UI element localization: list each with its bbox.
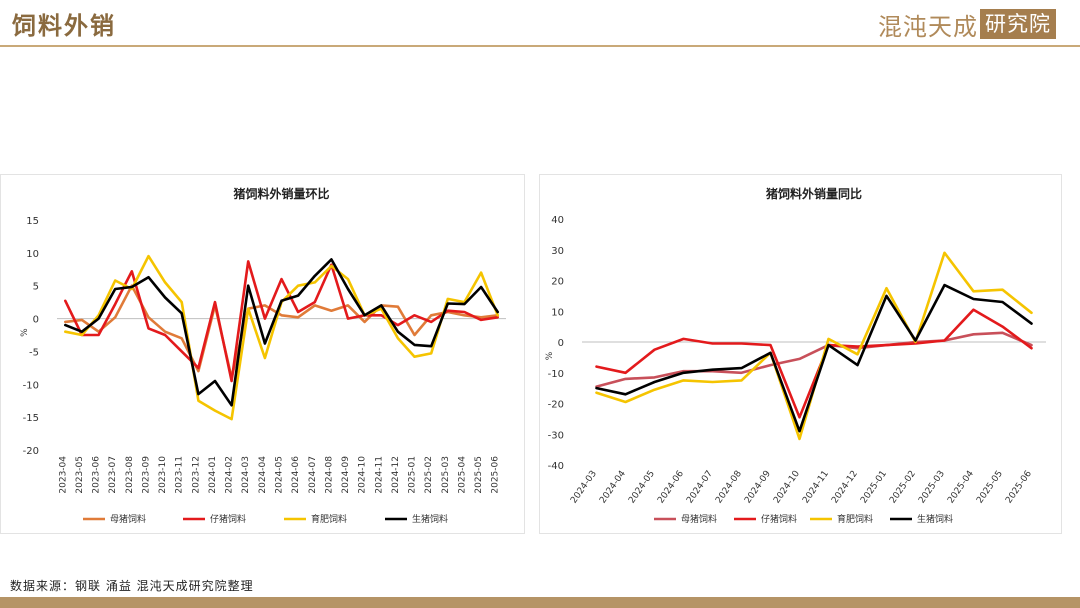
y-tick-label: -10	[23, 380, 39, 391]
x-tick-label: 2024-09	[743, 469, 773, 506]
y-tick-label: -20	[23, 446, 39, 457]
x-tick-label: 2025-05	[474, 456, 484, 494]
y-tick-label: 15	[26, 216, 39, 227]
series-line	[64, 260, 500, 383]
x-tick-label: 2024-03	[241, 456, 251, 494]
y-tick-label: 10	[26, 249, 39, 260]
x-tick-label: 2025-04	[946, 469, 976, 506]
chart-panel-yoy: 猪饲料外销量同比 40 30 20 10 0 -10 -20 -30 -40% 2024-03 202…	[539, 174, 1062, 534]
x-tick-label: 2024-07	[685, 469, 715, 506]
x-tick-label: 2023-08	[125, 456, 135, 494]
y-tick-label: -15	[23, 413, 39, 424]
y-tick-label: 0	[33, 315, 39, 326]
x-tick-label: 2024-08	[324, 456, 334, 494]
legend-label: 母猪饲料	[110, 513, 146, 525]
brand-box: 研究院	[980, 9, 1056, 39]
legend-label: 育肥饲料	[837, 513, 873, 525]
x-tick-label: 2023-07	[108, 456, 118, 494]
x-tick-label: 2024-09	[341, 456, 351, 494]
legend-label: 育肥饲料	[311, 513, 347, 525]
legend-label: 生猪饲料	[412, 513, 448, 525]
y-axis-label: %	[20, 328, 30, 337]
header-divider	[0, 45, 1080, 47]
x-tick-label: 2023-04	[58, 456, 68, 494]
x-tick-label: 2025-02	[424, 456, 434, 494]
legend-label: 母猪饲料	[681, 513, 717, 525]
y-tick-label: -30	[548, 430, 564, 441]
series-line	[595, 283, 1033, 433]
x-tick-label: 2025-03	[441, 456, 451, 494]
x-tick-label: 2024-02	[225, 456, 235, 494]
x-tick-label: 2024-06	[656, 469, 686, 506]
x-tick-label: 2025-06	[491, 456, 501, 494]
series-line	[64, 258, 500, 407]
chart-title: 猪饲料外销量同比	[765, 186, 862, 201]
brand-name: 混沌天成	[878, 12, 978, 41]
x-tick-label: 2023-11	[175, 456, 185, 494]
y-tick-label: 5	[33, 282, 39, 293]
x-tick-label: 2025-03	[917, 469, 947, 506]
x-tick-label: 2024-10	[358, 456, 368, 494]
y-tick-label: -5	[29, 347, 39, 358]
chart-panel-mom: 猪饲料外销量环比 15 10 5 0 -5 -10 -15 -20% 2023-04 2023-05…	[0, 174, 525, 534]
y-tick-label: 10	[551, 307, 564, 318]
x-tick-label: 2024-10	[772, 469, 802, 506]
source-note: 数据来源：钢联 涌益 混沌天成研究院整理	[10, 579, 254, 593]
y-tick-label: -20	[548, 400, 564, 411]
y-tick-label: 0	[558, 338, 564, 349]
x-tick-label: 2025-05	[975, 469, 1005, 506]
x-tick-label: 2024-05	[627, 469, 657, 506]
x-tick-label: 2024-08	[714, 469, 744, 506]
x-tick-label: 2024-11	[801, 469, 831, 506]
x-tick-label: 2024-12	[830, 469, 860, 506]
series-line	[64, 284, 500, 379]
y-tick-label: 20	[551, 277, 564, 288]
y-tick-label: 30	[551, 246, 564, 257]
chart-mom: 猪饲料外销量环比 15 10 5 0 -5 -10 -15 -20% 2023-04 2023-05…	[20, 186, 506, 525]
x-tick-label: 2023-06	[92, 456, 102, 494]
y-tick-label: -40	[548, 461, 564, 472]
legend-label: 生猪饲料	[917, 513, 953, 525]
footer-bar	[0, 597, 1080, 608]
y-axis-label: %	[545, 351, 555, 360]
chart-title: 猪饲料外销量环比	[232, 186, 329, 201]
x-tick-label: 2024-04	[258, 456, 268, 494]
x-tick-label: 2023-12	[191, 456, 201, 494]
x-tick-label: 2025-01	[408, 456, 418, 494]
x-tick-label: 2023-09	[141, 456, 151, 494]
x-tick-label: 2023-05	[75, 456, 85, 494]
x-tick-label: 2024-05	[275, 456, 285, 494]
legend-label: 仔猪饲料	[210, 513, 246, 525]
x-tick-label: 2025-02	[888, 469, 918, 506]
page-title: 饲料外销	[12, 11, 116, 40]
brand-logo: 混沌天成 研究院	[878, 8, 1056, 41]
legend-label: 仔猪饲料	[761, 513, 797, 525]
x-tick-label: 2024-11	[374, 456, 384, 494]
x-tick-label: 2025-04	[457, 456, 467, 494]
x-tick-label: 2024-06	[291, 456, 301, 494]
x-tick-label: 2025-01	[859, 469, 889, 506]
y-tick-label: -10	[548, 369, 564, 380]
series-line	[595, 308, 1033, 419]
x-tick-label: 2024-03	[569, 469, 599, 506]
x-tick-label: 2024-07	[308, 456, 318, 494]
x-tick-label: 2024-01	[208, 456, 218, 494]
series-line	[595, 331, 1033, 388]
y-tick-label: 40	[551, 215, 564, 226]
x-tick-label: 2024-12	[391, 456, 401, 494]
x-tick-label: 2024-04	[598, 469, 628, 506]
x-tick-label: 2023-10	[158, 456, 168, 494]
x-tick-label: 2025-06	[1004, 469, 1034, 506]
